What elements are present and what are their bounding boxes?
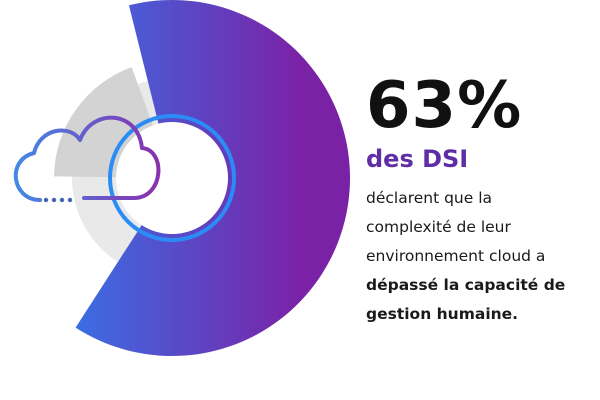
description-line: déclarent que la <box>366 189 493 207</box>
description-emphasis-line: gestion humaine. <box>366 305 519 323</box>
cloud-dots <box>43 197 73 203</box>
inner-ring <box>108 114 236 242</box>
description-line: complexité de leur <box>366 218 511 236</box>
stat-subject: des DSI <box>366 145 469 173</box>
stat-value: 63% <box>366 69 523 143</box>
stat-block: 63% des DSI déclarent que la complexité … <box>366 70 598 329</box>
stat-description: déclarent que la complexité de leur envi… <box>366 184 598 329</box>
description-emphasis-line: dépassé la capacité de <box>366 276 566 294</box>
cloud-icon <box>13 115 161 203</box>
description-line: environnement cloud a <box>366 247 546 265</box>
remaining-wedge <box>54 67 153 178</box>
pie-slice-share <box>75 0 351 357</box>
